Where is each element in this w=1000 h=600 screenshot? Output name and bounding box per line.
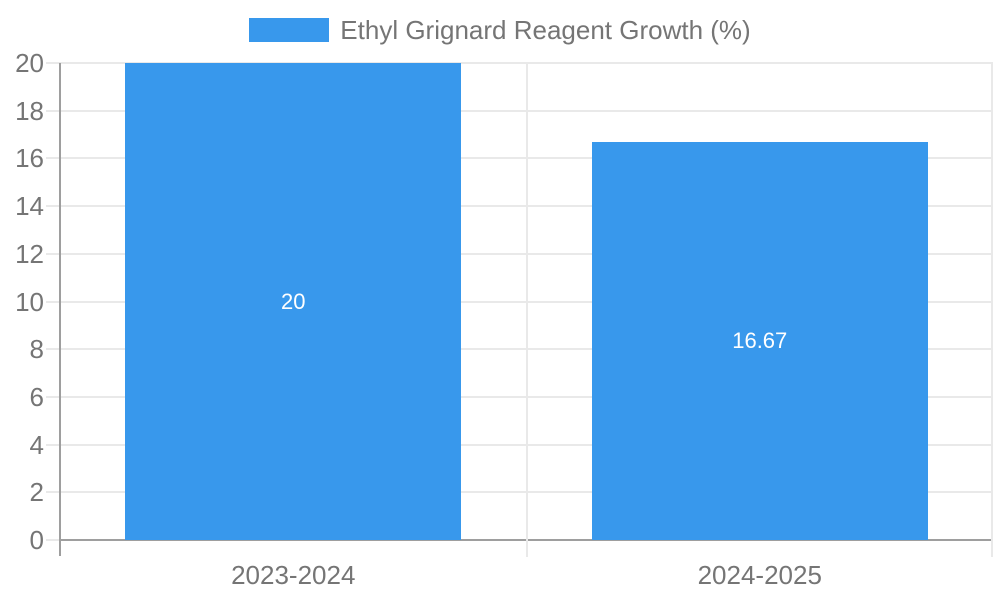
y-axis-tick-label: 8 — [29, 334, 44, 365]
plot-right-border — [991, 63, 993, 557]
category-divider-line — [525, 63, 528, 557]
y-axis-tick — [46, 395, 60, 398]
bar-value-label: 16.67 — [732, 328, 788, 354]
y-axis-tick — [46, 252, 60, 255]
y-axis-tick-label: 20 — [15, 48, 44, 78]
y-axis-tick-label: 12 — [15, 238, 44, 269]
y-axis-tick — [46, 491, 60, 494]
y-axis-tick — [46, 109, 60, 112]
y-axis-labels: 0 2 4 6 8 10 12 14 16 18 20 — [0, 50, 44, 553]
bar-value-label: 20 — [281, 288, 306, 314]
y-axis-tick — [46, 62, 60, 64]
bar-2024-2025: 16.67 — [591, 142, 928, 540]
y-axis-tick — [46, 348, 60, 351]
y-axis-tick-label: 4 — [29, 429, 44, 460]
x-axis-category-label: 2024-2025 — [697, 560, 822, 590]
y-axis-tick-label: 2 — [29, 477, 44, 508]
y-axis-tick-label: 10 — [15, 286, 44, 317]
y-axis-tick — [46, 443, 60, 446]
y-axis-tick-label: 6 — [29, 381, 44, 412]
y-axis-line — [59, 63, 61, 556]
legend-swatch — [249, 18, 330, 42]
x-axis-category-label: 2023-2024 — [231, 560, 356, 590]
y-axis-tick-label: 0 — [29, 525, 44, 555]
y-axis-tick — [46, 539, 60, 541]
bar-2023-2024: 20 — [125, 63, 462, 540]
legend-label: Ethyl Grignard Reagent Growth (%) — [340, 15, 751, 45]
legend: Ethyl Grignard Reagent Growth (%) — [0, 17, 1000, 43]
y-axis-tick-label: 14 — [15, 191, 44, 222]
x-axis-labels: 2023-2024 2024-2025 — [60, 540, 993, 600]
plot-area: 20 16.67 — [46, 62, 993, 557]
y-axis-tick-label: 16 — [15, 143, 44, 174]
y-axis-tick — [46, 300, 60, 303]
y-axis-tick-label: 18 — [15, 95, 44, 126]
y-axis-tick — [46, 157, 60, 160]
y-axis-tick — [46, 205, 60, 208]
